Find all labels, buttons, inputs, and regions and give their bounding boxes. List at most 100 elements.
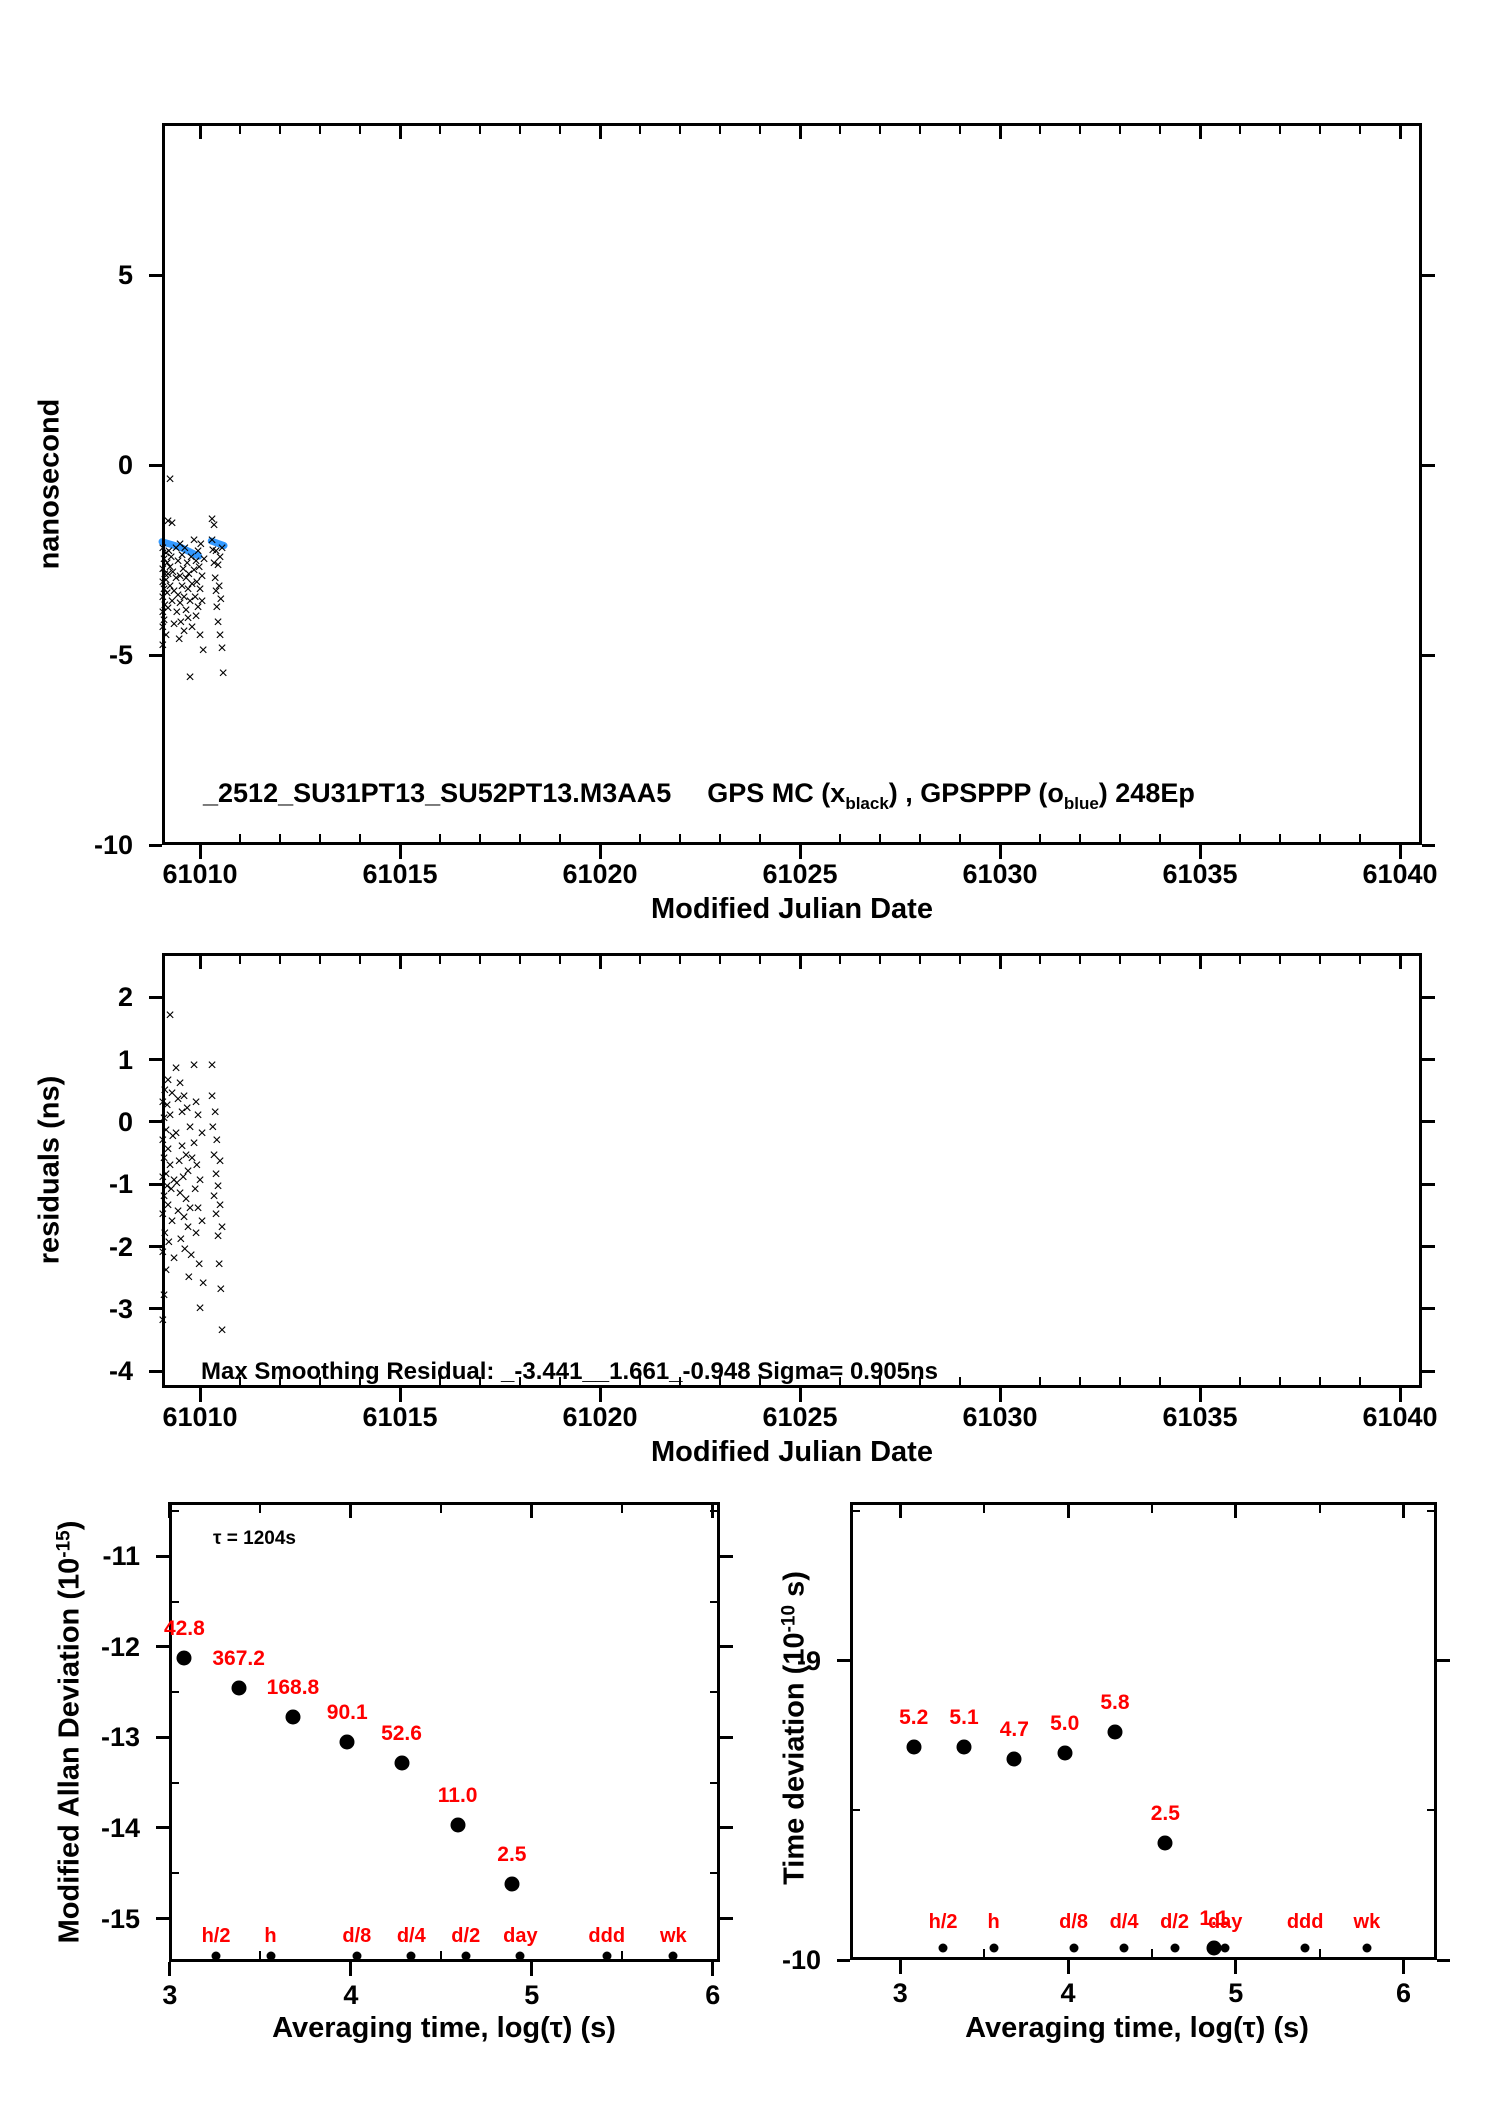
chart1-title-sub-blue: blue xyxy=(1063,794,1099,813)
chart1-title-gps-mid: ) , GPSPPP (o xyxy=(888,778,1064,808)
x-tick-label: 61015 xyxy=(362,859,438,889)
scatter-x-marker: × xyxy=(158,604,168,622)
scatter-x-marker: × xyxy=(187,575,197,593)
x-major-tick-top xyxy=(398,953,402,969)
y-major-tick-right xyxy=(1422,653,1435,657)
x-minor-tick-top xyxy=(1039,123,1041,134)
x-minor-tick xyxy=(759,834,761,845)
x-minor-tick-top xyxy=(1319,123,1321,134)
x-minor-tick-top xyxy=(1318,1502,1321,1513)
x-major-tick xyxy=(598,1388,602,1402)
scatter-x-marker: × xyxy=(159,1150,169,1168)
x-major-tick xyxy=(998,1388,1002,1402)
scatter-x-marker: × xyxy=(192,573,202,591)
y-major-tick-right xyxy=(720,1645,733,1649)
scatter-x-marker: × xyxy=(159,611,169,629)
scatter-x-marker: × xyxy=(190,1181,200,1199)
scatter-x-marker: × xyxy=(161,1165,171,1183)
scatter-x-marker: × xyxy=(209,1187,219,1205)
x-major-tick-top xyxy=(1234,1502,1238,1518)
scatter-x-marker: × xyxy=(162,1097,172,1115)
chart1-y-axis-title: nanosecond xyxy=(33,398,66,570)
scatter-x-marker: × xyxy=(163,1140,173,1158)
scatter-x-marker: × xyxy=(158,560,168,578)
x-minor-tick-top xyxy=(839,953,841,964)
y-tick-label: -3 xyxy=(108,1293,133,1324)
y-minor-tick xyxy=(169,1510,179,1513)
scatter-x-marker: × xyxy=(207,1087,217,1105)
tau-marker-dot xyxy=(211,1951,221,1961)
y-major-tick xyxy=(156,1554,169,1558)
x-minor-tick-top xyxy=(519,953,521,964)
scatter-x-marker: × xyxy=(211,1165,221,1183)
x-major-tick xyxy=(1198,845,1202,859)
tau-marker-dot xyxy=(989,1943,999,1953)
chart2-x-axis-title: Modified Julian Date xyxy=(651,1436,933,1468)
scatter-x-marker: × xyxy=(216,1281,226,1299)
tau-marker-label: h xyxy=(264,1925,277,1947)
gps-time-comparison-plot-area xyxy=(162,123,1422,845)
y-tick-label: -5 xyxy=(108,640,133,670)
x-minor-tick-top xyxy=(1159,123,1161,134)
y-major-tick xyxy=(837,1659,850,1663)
scatter-x-marker: × xyxy=(179,1087,189,1105)
scatter-x-marker: × xyxy=(163,1197,173,1215)
scatter-x-marker: × xyxy=(217,1218,227,1236)
y-major-tick xyxy=(837,1958,850,1962)
scatter-x-marker: × xyxy=(212,1131,222,1149)
tau-marker-label: d/8 xyxy=(342,1925,372,1947)
scatter-x-marker: × xyxy=(197,1125,207,1143)
scatter-x-marker: × xyxy=(173,587,183,605)
x-minor-tick xyxy=(1159,1377,1161,1388)
data-point-dot xyxy=(176,1650,192,1666)
x-minor-tick xyxy=(359,1377,361,1388)
scatter-x-marker: × xyxy=(179,623,189,641)
x-minor-tick-top xyxy=(1150,1502,1153,1513)
scatter-x-marker: × xyxy=(183,1162,193,1180)
tau-marker-label: day xyxy=(503,1925,538,1947)
data-point-dot xyxy=(1107,1724,1123,1740)
x-minor-tick xyxy=(621,1951,624,1962)
scatter-x-marker: × xyxy=(158,1243,168,1261)
scatter-x-marker: × xyxy=(182,1100,192,1118)
x-minor-tick-top xyxy=(239,123,241,134)
x-minor-tick-top xyxy=(1279,123,1281,134)
scatter-x-marker: × xyxy=(165,577,175,595)
scatter-x-marker: × xyxy=(173,1203,183,1221)
x-minor-tick-top xyxy=(621,1502,624,1513)
scatter-x-marker: × xyxy=(161,627,171,644)
y-tick-label: 1 xyxy=(117,1044,133,1075)
y-minor-tick xyxy=(850,1509,860,1512)
y-major-tick-right xyxy=(1437,1659,1450,1663)
scatter-x-marker: × xyxy=(178,560,188,578)
y-tick-label: -15 xyxy=(100,1903,140,1934)
scatter-x-marker: × xyxy=(177,1103,187,1121)
point-value-label: 4.7 xyxy=(999,1718,1029,1742)
scatter-x-marker: × xyxy=(166,1181,176,1199)
scatter-x-marker: × xyxy=(165,1006,175,1024)
x-minor-tick xyxy=(239,1377,241,1388)
scatter-x-marker: × xyxy=(217,539,227,557)
x-minor-tick xyxy=(1039,834,1041,845)
y-major-tick-right xyxy=(1422,1307,1435,1311)
tau-marker-dot xyxy=(1069,1943,1079,1953)
x-minor-tick-top xyxy=(559,953,561,964)
x-minor-tick xyxy=(759,1377,761,1388)
x-major-tick-top xyxy=(798,953,802,969)
tau-marker-label: ddd xyxy=(1286,1911,1324,1933)
y-major-tick-right xyxy=(1422,1120,1435,1124)
x-tick-label: 61010 xyxy=(162,859,238,889)
x-minor-tick-top xyxy=(319,953,321,964)
tau-marker-label: wk xyxy=(1353,1911,1381,1933)
scatter-x-marker: × xyxy=(173,1091,183,1109)
x-minor-tick xyxy=(259,1951,262,1962)
point-value-label: 52.6 xyxy=(381,1721,422,1745)
y-tick-label: -14 xyxy=(100,1812,140,1843)
x-major-tick xyxy=(398,845,402,859)
y-major-tick-right xyxy=(720,1917,733,1921)
x-minor-tick-top xyxy=(1119,953,1121,964)
x-minor-tick-top xyxy=(839,123,841,134)
scatter-x-marker: × xyxy=(195,1299,205,1317)
x-minor-tick xyxy=(519,1377,521,1388)
x-minor-tick xyxy=(559,1377,561,1388)
